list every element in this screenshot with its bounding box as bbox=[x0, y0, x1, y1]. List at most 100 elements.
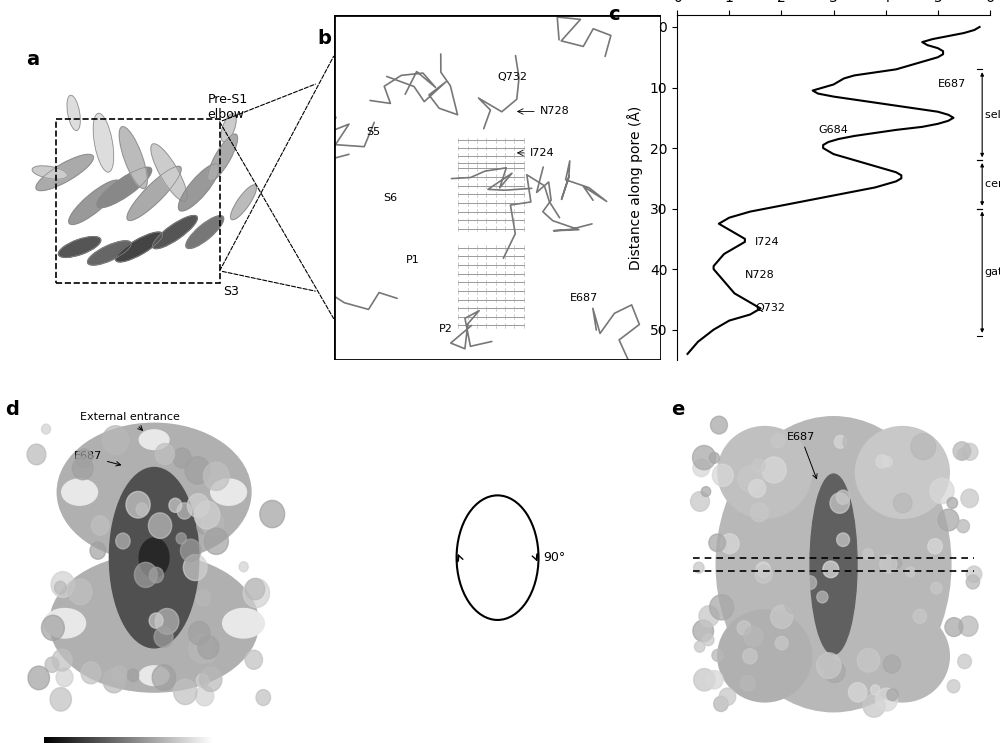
Circle shape bbox=[958, 655, 971, 669]
Circle shape bbox=[750, 503, 768, 522]
Circle shape bbox=[947, 498, 958, 508]
Circle shape bbox=[863, 694, 885, 717]
Circle shape bbox=[149, 567, 163, 583]
Circle shape bbox=[201, 502, 211, 513]
Ellipse shape bbox=[32, 166, 67, 179]
Ellipse shape bbox=[93, 114, 114, 172]
Ellipse shape bbox=[88, 241, 131, 265]
Circle shape bbox=[27, 444, 46, 465]
Circle shape bbox=[959, 616, 978, 636]
Circle shape bbox=[710, 594, 734, 620]
Circle shape bbox=[103, 669, 125, 692]
Text: b: b bbox=[317, 29, 331, 48]
Circle shape bbox=[195, 686, 214, 706]
Circle shape bbox=[155, 444, 174, 464]
Text: I724: I724 bbox=[755, 237, 780, 247]
Circle shape bbox=[880, 555, 897, 573]
Ellipse shape bbox=[208, 134, 238, 181]
Ellipse shape bbox=[186, 215, 224, 248]
Circle shape bbox=[817, 653, 841, 678]
Circle shape bbox=[691, 492, 709, 511]
Circle shape bbox=[756, 562, 771, 577]
Circle shape bbox=[817, 591, 828, 603]
Circle shape bbox=[761, 457, 786, 483]
Circle shape bbox=[743, 649, 757, 664]
Ellipse shape bbox=[116, 232, 163, 262]
Text: I724: I724 bbox=[530, 148, 555, 158]
Circle shape bbox=[876, 455, 888, 468]
Ellipse shape bbox=[97, 167, 152, 207]
Circle shape bbox=[694, 669, 715, 691]
Circle shape bbox=[744, 626, 763, 646]
Circle shape bbox=[953, 442, 971, 460]
Circle shape bbox=[177, 503, 192, 519]
Circle shape bbox=[189, 621, 210, 645]
Ellipse shape bbox=[153, 215, 197, 249]
Circle shape bbox=[771, 434, 785, 447]
Circle shape bbox=[928, 539, 942, 554]
Circle shape bbox=[196, 590, 210, 606]
Circle shape bbox=[198, 636, 219, 659]
Circle shape bbox=[694, 641, 705, 652]
Circle shape bbox=[127, 669, 139, 681]
Circle shape bbox=[703, 634, 714, 646]
Text: E687: E687 bbox=[938, 80, 966, 89]
Circle shape bbox=[749, 479, 766, 497]
Circle shape bbox=[710, 416, 727, 434]
Circle shape bbox=[134, 562, 157, 588]
Text: E687: E687 bbox=[570, 293, 598, 303]
Circle shape bbox=[752, 459, 765, 473]
Circle shape bbox=[148, 513, 172, 539]
Circle shape bbox=[863, 548, 873, 559]
Ellipse shape bbox=[855, 610, 949, 702]
Text: N728: N728 bbox=[540, 106, 570, 117]
Ellipse shape bbox=[139, 666, 169, 686]
Ellipse shape bbox=[211, 479, 246, 505]
Circle shape bbox=[174, 679, 197, 704]
Circle shape bbox=[804, 576, 817, 589]
Ellipse shape bbox=[718, 426, 812, 519]
Circle shape bbox=[701, 487, 711, 496]
Circle shape bbox=[187, 493, 209, 517]
Circle shape bbox=[173, 448, 191, 468]
Circle shape bbox=[54, 581, 66, 594]
Circle shape bbox=[957, 519, 969, 533]
Circle shape bbox=[197, 519, 209, 533]
Ellipse shape bbox=[44, 609, 86, 638]
Circle shape bbox=[962, 444, 978, 461]
Circle shape bbox=[204, 528, 228, 554]
Circle shape bbox=[938, 509, 959, 531]
Ellipse shape bbox=[810, 474, 857, 655]
Circle shape bbox=[720, 533, 739, 554]
Circle shape bbox=[694, 562, 704, 573]
Circle shape bbox=[189, 635, 215, 663]
Circle shape bbox=[693, 459, 710, 477]
Text: E687: E687 bbox=[787, 432, 817, 478]
Circle shape bbox=[155, 609, 179, 635]
Circle shape bbox=[961, 489, 979, 507]
Ellipse shape bbox=[223, 609, 264, 638]
Circle shape bbox=[154, 626, 173, 647]
Ellipse shape bbox=[855, 426, 949, 519]
Circle shape bbox=[785, 597, 802, 614]
Ellipse shape bbox=[221, 114, 236, 142]
Circle shape bbox=[42, 424, 51, 434]
Text: 90°: 90° bbox=[543, 551, 566, 564]
Circle shape bbox=[68, 579, 92, 605]
Circle shape bbox=[857, 649, 880, 672]
Circle shape bbox=[196, 674, 209, 688]
Text: Pre-S1
elbow: Pre-S1 elbow bbox=[208, 93, 248, 121]
Circle shape bbox=[755, 565, 772, 583]
Circle shape bbox=[819, 654, 834, 669]
Ellipse shape bbox=[127, 166, 181, 221]
Circle shape bbox=[870, 685, 880, 695]
Circle shape bbox=[824, 661, 845, 683]
Circle shape bbox=[152, 665, 176, 690]
Circle shape bbox=[834, 435, 847, 448]
Ellipse shape bbox=[718, 610, 812, 702]
Circle shape bbox=[843, 432, 863, 452]
Circle shape bbox=[771, 606, 793, 629]
Circle shape bbox=[245, 650, 263, 669]
Circle shape bbox=[914, 517, 927, 531]
Circle shape bbox=[180, 539, 201, 562]
